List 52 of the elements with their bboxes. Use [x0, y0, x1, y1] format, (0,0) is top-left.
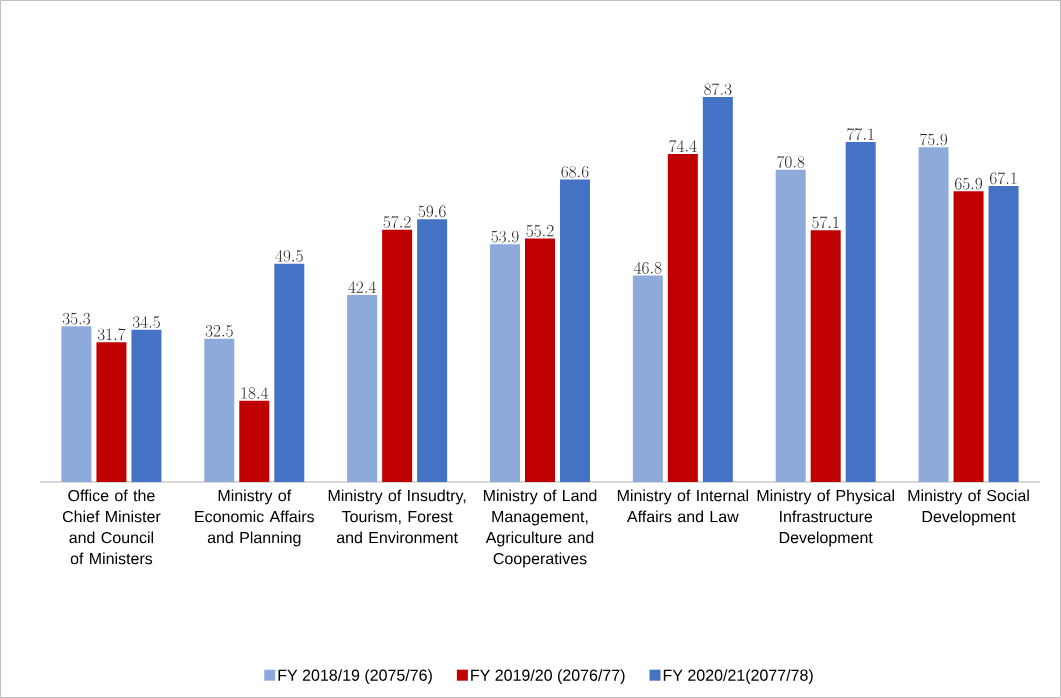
x-tick-label: Ministry of Social Development — [908, 489, 1029, 526]
data-label: 42.4 — [348, 281, 376, 293]
data-label: 53.9 — [491, 230, 519, 243]
data-label: 18.4 — [241, 387, 269, 399]
data-label: 49.5 — [275, 249, 303, 262]
bar — [347, 295, 378, 482]
data-label: 32.5 — [205, 325, 233, 337]
data-label: 57.2 — [383, 215, 411, 228]
data-label: 34.5 — [132, 316, 160, 328]
bar — [953, 191, 984, 482]
data-label: 65.9 — [955, 177, 983, 190]
data-label: 77. 1 — [847, 128, 874, 141]
bar — [632, 275, 663, 482]
legend-label: FY 2018/19 (2075/76) — [278, 669, 432, 685]
bar — [667, 153, 698, 482]
data-label: 31 .7 — [97, 328, 126, 341]
bar — [559, 179, 590, 482]
bar — [382, 229, 413, 482]
bar — [274, 263, 305, 482]
bar — [239, 400, 270, 482]
bar — [524, 238, 555, 482]
bar — [204, 338, 235, 482]
data-label: 59.6 — [418, 205, 446, 218]
data-label: 68.6 — [561, 165, 589, 178]
x-tick-label: Ministry of Internal Affairs and Law — [617, 489, 748, 523]
x-tick-label: Office of the Chief Minister and Council of Ministers — [62, 489, 161, 565]
bar — [489, 244, 520, 482]
bar — [61, 326, 92, 482]
bar — [131, 329, 162, 482]
x-tick-label: Ministry of Physical Infrastructure Development — [757, 489, 894, 547]
x-tick-label: Ministry of Insudtry, Tourism, Forest and Environment — [328, 489, 466, 544]
bar — [810, 230, 841, 482]
data-label: 70.8 — [777, 155, 805, 168]
data-label: 74.4 — [669, 140, 697, 152]
bar — [775, 169, 806, 482]
bar — [702, 97, 733, 482]
bar — [96, 342, 127, 482]
data-label: 67. 1 — [990, 172, 1017, 185]
data-label: 57. 1 — [812, 216, 839, 229]
x-tick-label: Ministry of Economic Affairs and Planning — [195, 489, 315, 547]
bar — [417, 219, 448, 482]
data-label: 35.3 — [62, 312, 91, 325]
data-label: 55.2 — [526, 224, 554, 237]
data-label: 46.8 — [634, 261, 662, 274]
legend-label: FY 2020/21(2077/78) — [663, 669, 813, 685]
bar — [918, 147, 949, 482]
data-label: 87.3 — [704, 83, 732, 96]
data-label: 75.9 — [920, 133, 948, 146]
legend-label: FY 2019/20 (2076/77) — [471, 669, 625, 685]
x-tick-label: Ministry of Land Management, Agriculture and Cooperatives — [483, 489, 597, 568]
bar — [845, 141, 876, 482]
bar — [988, 186, 1019, 482]
